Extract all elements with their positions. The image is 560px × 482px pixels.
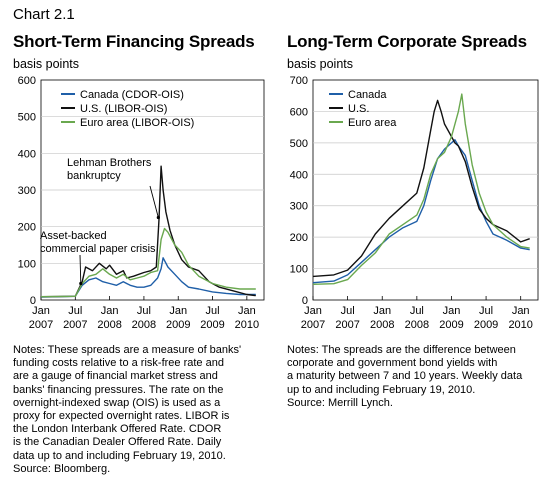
- left-x-tick-year: 2007: [63, 319, 87, 331]
- left-x-tick-month: Jul: [206, 305, 220, 317]
- right-note-line: Source: Merrill Lynch.: [287, 396, 393, 409]
- right-x-tick-year: 2009: [439, 319, 463, 331]
- right-note-line: up to and including February 19, 2010.: [287, 383, 476, 396]
- left-x-tick-month: Jul: [68, 305, 82, 317]
- left-x-tick-year: 2010: [235, 319, 259, 331]
- left-annotation-arrowhead: [156, 215, 160, 220]
- right-y-tick-label: 0: [302, 295, 308, 307]
- left-y-tick-label: 600: [18, 75, 36, 87]
- left-x-tick-month: Jan: [101, 305, 119, 317]
- left-legend-label: Euro area (LIBOR-OIS): [80, 117, 194, 129]
- right-series-line-1: [312, 99, 530, 278]
- left-series-line-2: [40, 227, 256, 298]
- right-series-line-0: [312, 138, 530, 284]
- left-x-tick-month: Jul: [137, 305, 151, 317]
- left-chart-title: Short-Term Financing Spreads: [13, 32, 255, 51]
- right-x-tick-month: Jul: [341, 305, 355, 317]
- left-series-line-1: [40, 165, 256, 298]
- left-note-line: are a gauge of financial market stress a…: [13, 370, 218, 383]
- right-x-tick-year: 2008: [370, 319, 394, 331]
- left-note-line: the London Interbank Offered Rate. CDOR: [13, 423, 222, 436]
- left-y-tick-label: 400: [18, 148, 36, 160]
- left-x-tick-year: 2008: [132, 319, 156, 331]
- right-note-line: a maturity between 7 and 10 years. Weekl…: [287, 370, 523, 383]
- left-note-line: Notes: These spreads are a measure of ba…: [13, 344, 242, 356]
- right-legend-label: U.S.: [348, 103, 369, 115]
- left-legend-label: U.S. (LIBOR-OIS): [80, 103, 167, 115]
- left-y-tick-label: 300: [18, 185, 36, 197]
- left-x-tick-year: 2007: [29, 319, 53, 331]
- left-series-line-0: [40, 257, 256, 298]
- left-note-line: Source: Bloomberg.: [13, 462, 111, 475]
- left-annotation-text: bankruptcy: [67, 170, 121, 182]
- right-x-tick-month: Jul: [410, 305, 424, 317]
- left-chart-unit: basis points: [13, 57, 80, 71]
- right-y-tick-label: 700: [290, 75, 308, 87]
- right-plot-frame: [312, 79, 539, 301]
- chart-number: Chart 2.1: [13, 6, 75, 23]
- right-chart-unit: basis points: [287, 57, 354, 71]
- right-y-tick-label: 300: [290, 201, 308, 213]
- left-x-tick-month: Jan: [32, 305, 50, 317]
- right-x-tick-month: Jan: [304, 305, 322, 317]
- right-x-tick-month: Jan: [373, 305, 391, 317]
- left-y-tick-label: 100: [18, 258, 36, 270]
- left-x-tick-year: 2009: [166, 319, 190, 331]
- left-annotation-text: Asset-backed: [40, 230, 107, 242]
- left-annotation-pointer: [149, 185, 159, 218]
- left-note-line: proxy for expected overnight rates. LIBO…: [13, 410, 230, 423]
- left-x-tick-year: 2009: [200, 319, 224, 331]
- left-x-tick-year: 2008: [97, 319, 121, 331]
- right-y-tick-label: 100: [290, 264, 308, 276]
- left-y-tick-label: 0: [30, 295, 36, 307]
- right-y-tick-label: 200: [290, 232, 308, 244]
- right-x-tick-month: Jan: [512, 305, 530, 317]
- left-annotation-text: Lehman Brothers: [67, 157, 152, 169]
- left-y-tick-label: 200: [18, 222, 36, 234]
- right-y-tick-label: 600: [290, 106, 308, 118]
- left-x-tick-month: Jan: [169, 305, 187, 317]
- right-notes: Notes: The spreads are the difference be…: [287, 344, 522, 410]
- left-note-line: is the Canadian Dealer Offered Rate. Dai…: [13, 436, 222, 449]
- left-annotation-text: commercial paper crisis: [40, 243, 156, 255]
- right-x-tick-year: 2008: [405, 319, 429, 331]
- left-legend-label: Canada (CDOR-OIS): [80, 89, 184, 101]
- right-x-tick-year: 2007: [301, 319, 325, 331]
- left-x-tick-month: Jan: [238, 305, 256, 317]
- right-y-tick-label: 400: [290, 169, 308, 181]
- left-note-line: funding costs relative to a risk-free ra…: [13, 357, 224, 370]
- right-series-line-2: [312, 93, 530, 285]
- left-y-tick-label: 500: [18, 112, 36, 124]
- right-note-line: Notes: The spreads are the difference be…: [287, 344, 516, 356]
- left-notes: Notes: These spreads are a measure of ba…: [13, 344, 241, 476]
- left-note-line: banks' financing pressures. The rate on …: [13, 383, 224, 396]
- right-legend-label: Euro area: [348, 117, 397, 129]
- right-y-tick-label: 500: [290, 138, 308, 150]
- right-x-tick-month: Jul: [479, 305, 493, 317]
- right-x-tick-year: 2010: [508, 319, 532, 331]
- right-note-line: corporate and government bond yields wit…: [287, 357, 498, 370]
- right-x-tick-month: Jan: [443, 305, 461, 317]
- left-annotation-pointer: [79, 254, 82, 284]
- right-x-tick-year: 2007: [335, 319, 359, 331]
- left-note-line: overnight-indexed swap (OIS) is used as …: [13, 396, 221, 409]
- right-legend-label: Canada: [348, 89, 387, 101]
- left-annotation-arrowhead: [79, 281, 83, 286]
- left-note-line: data up to and including February 19, 20…: [13, 449, 226, 462]
- right-x-tick-year: 2009: [474, 319, 498, 331]
- right-chart-title: Long-Term Corporate Spreads: [287, 32, 527, 51]
